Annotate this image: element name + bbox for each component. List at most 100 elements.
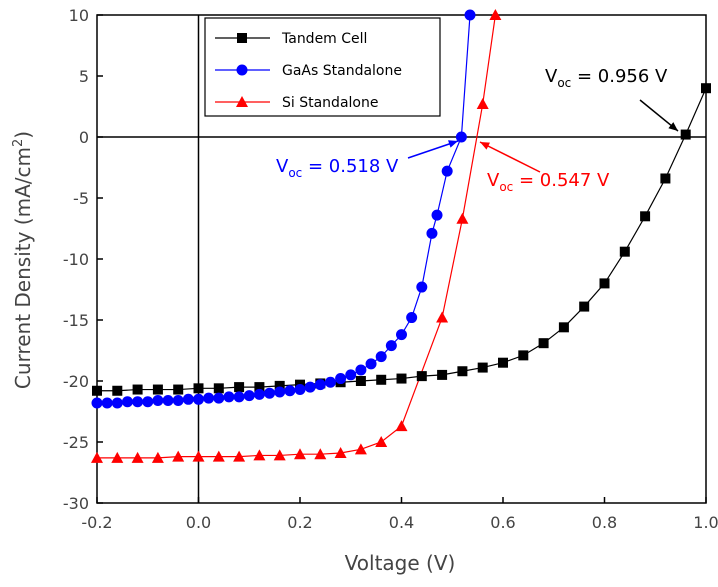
marker [416, 371, 427, 382]
legend-label: Si Standalone [282, 95, 378, 111]
marker [396, 329, 407, 341]
marker [375, 351, 387, 363]
x-tick-label: 0.4 [389, 513, 414, 532]
y-tick-label: -5 [73, 189, 89, 208]
marker [456, 212, 469, 224]
marker [518, 350, 529, 361]
y-tick-label: 0 [79, 128, 89, 147]
marker [304, 381, 316, 393]
marker [91, 451, 103, 463]
marker [599, 278, 610, 289]
marker [101, 397, 113, 409]
marker [619, 246, 630, 257]
y-tick-label: -25 [63, 433, 89, 452]
annotation: Voc = 0.547 V [487, 170, 610, 194]
annotation-arrowhead [480, 142, 490, 150]
annotation-sub: oc [557, 76, 571, 90]
marker [172, 395, 184, 407]
marker [132, 384, 143, 395]
marker [345, 369, 357, 381]
y-axis-label-sup: 2 [11, 139, 26, 147]
marker [314, 379, 326, 391]
marker [314, 448, 327, 460]
marker [243, 390, 255, 402]
y-tick-label: -20 [63, 372, 89, 391]
annotation-main: V [276, 156, 289, 177]
legend-marker [236, 64, 248, 76]
marker [112, 385, 123, 396]
marker [152, 384, 163, 395]
marker [111, 397, 123, 409]
marker [376, 374, 387, 385]
y-tick-label: 5 [79, 67, 89, 86]
marker [476, 98, 489, 110]
marker [121, 396, 133, 408]
marker [365, 358, 377, 370]
marker [193, 393, 204, 405]
marker [212, 450, 225, 462]
marker [223, 391, 235, 403]
marker [538, 338, 549, 349]
marker [142, 396, 154, 408]
x-tick-label: 0.6 [490, 513, 515, 532]
series-line [97, 15, 496, 459]
y-axis-label-tail: ) [11, 131, 35, 139]
marker [152, 395, 164, 407]
marker [355, 364, 367, 376]
x-tick-label: 0.2 [287, 513, 312, 532]
marker [92, 385, 102, 396]
legend-label: GaAs Standalone [282, 63, 402, 79]
annotation-arrowhead [668, 122, 678, 131]
annotation-sub: oc [499, 180, 513, 194]
legend-label: Tandem Cell [281, 31, 367, 47]
legend-marker [237, 33, 247, 43]
marker [203, 392, 215, 404]
x-axis-label: Voltage (V) [345, 551, 456, 575]
marker [334, 446, 347, 458]
y-tick-label: -10 [63, 250, 89, 269]
marker [254, 382, 265, 393]
annotation-tail: = 0.956 V [571, 66, 668, 87]
marker [91, 397, 103, 409]
marker [324, 376, 336, 388]
marker [579, 301, 590, 312]
annotation-main: V [545, 66, 558, 87]
annotation-arrow [479, 141, 541, 173]
marker [660, 173, 671, 184]
marker [273, 449, 286, 461]
marker [498, 357, 508, 368]
y-axis-label: Current Density (mA/cm2) [11, 131, 35, 389]
marker [162, 395, 174, 407]
annotation: Voc = 0.518 V [276, 156, 399, 180]
marker [457, 366, 468, 377]
marker [173, 384, 184, 395]
marker [385, 340, 397, 352]
annotation: Voc = 0.956 V [545, 66, 668, 90]
marker [172, 450, 185, 462]
annotation-arrowhead [448, 140, 458, 148]
marker [489, 9, 502, 20]
series-line [97, 87, 706, 392]
marker [192, 450, 205, 462]
marker [395, 420, 408, 432]
x-tick-label: -0.2 [81, 513, 112, 532]
marker [193, 383, 204, 394]
marker [441, 165, 453, 177]
marker [396, 373, 407, 384]
marker [234, 382, 245, 393]
marker [182, 393, 194, 405]
marker [640, 211, 651, 222]
y-tick-label: -15 [63, 311, 89, 330]
x-tick-label: 1.0 [693, 513, 718, 532]
y-axis-label-text: Current Density (mA/cm [11, 147, 35, 389]
marker [406, 312, 418, 324]
marker [264, 387, 276, 399]
y-tick-label: 10 [69, 6, 89, 25]
marker [131, 451, 144, 463]
marker [375, 436, 388, 447]
marker [436, 311, 449, 323]
marker [213, 392, 225, 404]
marker [294, 384, 306, 396]
marker [132, 396, 144, 408]
